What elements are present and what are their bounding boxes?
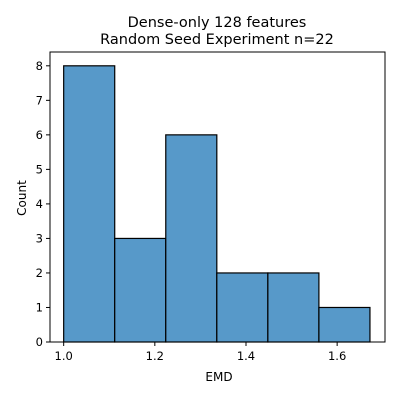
chart-title-line-2: Random Seed Experiment n=22 — [100, 32, 334, 48]
histogram-bar — [318, 306, 371, 343]
x-tick-label: 1.0 — [55, 349, 73, 363]
x-tick-label: 1.6 — [328, 349, 346, 363]
ticks-layer: 1.0 1.2 1.4 1.6 0 1 2 3 4 5 6 7 8 — [36, 59, 347, 363]
y-tick-label: 2 — [36, 266, 43, 280]
x-tick-label: 1.4 — [237, 349, 255, 363]
y-tick-label: 8 — [36, 59, 43, 73]
y-tick-label: 4 — [36, 197, 43, 211]
bars-layer — [63, 65, 371, 343]
x-tick-label: 1.2 — [146, 349, 164, 363]
chart-title-line-1: Dense-only 128 features — [128, 15, 307, 31]
histogram-bar — [114, 237, 167, 343]
y-tick-label: 3 — [36, 231, 43, 245]
histogram-bar — [216, 272, 269, 343]
y-tick-label: 7 — [36, 93, 43, 107]
y-tick-label: 6 — [36, 128, 43, 142]
y-tick-label: 0 — [36, 335, 43, 349]
histogram-bar — [63, 65, 116, 343]
y-tick-label: 1 — [36, 300, 43, 314]
histogram-bar — [267, 272, 320, 343]
x-axis-label: EMD — [205, 370, 232, 384]
histogram-bar — [165, 134, 218, 343]
plot-frame — [49, 51, 386, 343]
y-tick-label: 5 — [36, 162, 43, 176]
y-axis-label: Count — [15, 180, 29, 216]
